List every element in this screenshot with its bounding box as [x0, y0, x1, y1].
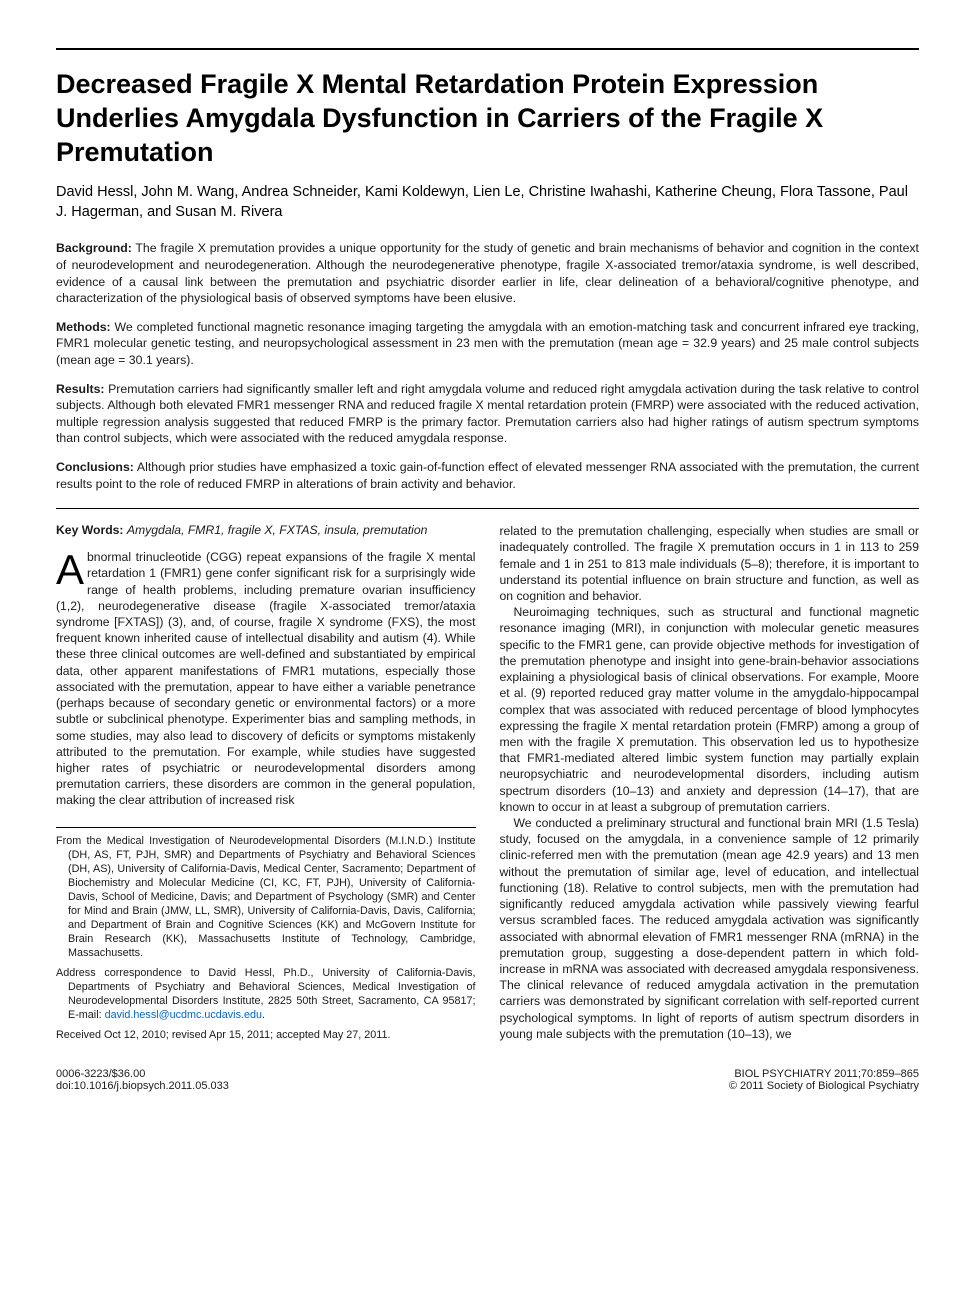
keywords-text: Amygdala, FMR1, fragile X, FXTAS, insula…	[127, 523, 428, 537]
left-column: Key Words: Amygdala, FMR1, fragile X, FX…	[56, 523, 476, 1048]
body-para-r1: related to the premutation challenging, …	[500, 523, 920, 604]
footer-copyright: © 2011 Society of Biological Psychiatry	[729, 1080, 919, 1092]
body-para-r2: Neuroimaging techniques, such as structu…	[500, 604, 920, 815]
abstract-results-text: Premutation carriers had significantly s…	[56, 382, 919, 446]
top-rule	[56, 48, 919, 50]
footer-journal-citation: BIOL PSYCHIATRY 2011;70:859–865	[729, 1068, 919, 1080]
article-title: Decreased Fragile X Mental Retardation P…	[56, 68, 919, 169]
keywords-rule	[56, 508, 919, 515]
abstract-results-label: Results:	[56, 382, 105, 396]
abstract-results: Results: Premutation carriers had signif…	[56, 381, 919, 447]
correspondence-email[interactable]: david.hessl@ucdmc.ucdavis.edu	[105, 1009, 262, 1021]
abstract-methods: Methods: We completed functional magneti…	[56, 319, 919, 369]
right-column: related to the premutation challenging, …	[500, 523, 920, 1048]
abstract-background-label: Background:	[56, 241, 132, 255]
abstract-conclusions-text: Although prior studies have emphasized a…	[56, 460, 919, 491]
affiliation-correspondence: Address correspondence to David Hessl, P…	[56, 966, 476, 1022]
dropcap: A	[56, 549, 87, 589]
affiliation-from: From the Medical Investigation of Neurod…	[56, 834, 476, 960]
affiliation-received: Received Oct 12, 2010; revised Apr 15, 2…	[56, 1028, 476, 1042]
correspondence-post: .	[262, 1009, 265, 1021]
abstract-conclusions: Conclusions: Although prior studies have…	[56, 459, 919, 492]
page-footer: 0006-3223/$36.00 doi:10.1016/j.biopsych.…	[56, 1068, 919, 1092]
footer-issn-price: 0006-3223/$36.00	[56, 1068, 229, 1080]
keywords-label: Key Words:	[56, 523, 124, 537]
footer-right: BIOL PSYCHIATRY 2011;70:859–865 © 2011 S…	[729, 1068, 919, 1092]
two-column-body: Key Words: Amygdala, FMR1, fragile X, FX…	[56, 523, 919, 1048]
intro-paragraph-1-text: bnormal trinucleotide (CGG) repeat expan…	[56, 550, 476, 807]
abstract-background: Background: The fragile X premutation pr…	[56, 240, 919, 306]
footer-doi: doi:10.1016/j.biopsych.2011.05.033	[56, 1080, 229, 1092]
abstract-methods-label: Methods:	[56, 320, 111, 334]
intro-paragraph-1: Abnormal trinucleotide (CGG) repeat expa…	[56, 549, 476, 809]
footer-left: 0006-3223/$36.00 doi:10.1016/j.biopsych.…	[56, 1068, 229, 1092]
body-para-r3: We conducted a preliminary structural an…	[500, 815, 920, 1042]
keywords: Key Words: Amygdala, FMR1, fragile X, FX…	[56, 523, 476, 537]
affiliation-block: From the Medical Investigation of Neurod…	[56, 827, 476, 1042]
abstract-methods-text: We completed functional magnetic resonan…	[56, 320, 919, 367]
abstract-conclusions-label: Conclusions:	[56, 460, 134, 474]
author-list: David Hessl, John M. Wang, Andrea Schnei…	[56, 183, 919, 222]
abstract-background-text: The fragile X premutation provides a uni…	[56, 241, 919, 305]
